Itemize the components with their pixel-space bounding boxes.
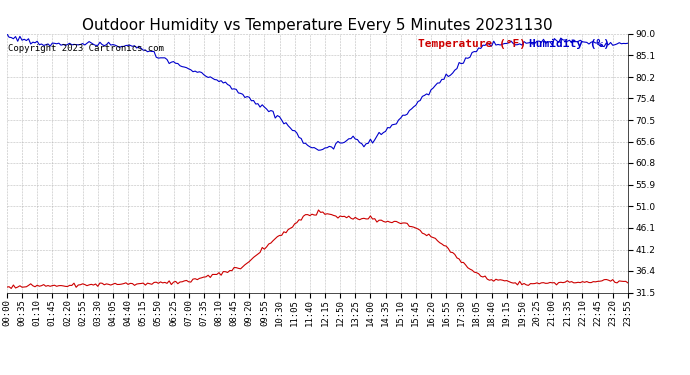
Text: Copyright 2023 Cartronics.com: Copyright 2023 Cartronics.com bbox=[8, 44, 164, 53]
Title: Outdoor Humidity vs Temperature Every 5 Minutes 20231130: Outdoor Humidity vs Temperature Every 5 … bbox=[82, 18, 553, 33]
Legend: Temperature (°F), Humidity (%): Temperature (°F), Humidity (%) bbox=[417, 39, 610, 50]
